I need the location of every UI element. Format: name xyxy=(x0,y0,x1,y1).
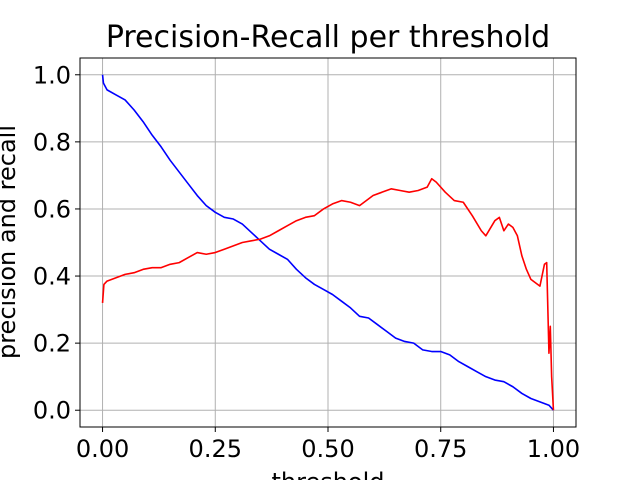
y-tick-label: 0.2 xyxy=(33,330,71,358)
y-tick-label: 0.4 xyxy=(33,263,71,291)
y-tick-label: 1.0 xyxy=(33,61,71,89)
blue-series-line xyxy=(101,74,555,411)
x-tick-label: 0.50 xyxy=(301,435,354,463)
grid-layer xyxy=(80,58,576,427)
red-series-line xyxy=(101,177,555,411)
y-axis-label: precision and recall xyxy=(0,125,21,359)
x-tick-label: 1.00 xyxy=(527,435,580,463)
x-tick-label: 0.75 xyxy=(414,435,467,463)
x-tick-label: 0.00 xyxy=(76,435,129,463)
tick-layer: 0.00 0.25 0.50 0.75 1.00 0.0 0.2 0.4 0.6 0.8 1.0 xyxy=(33,61,580,463)
y-tick-label: 0.8 xyxy=(33,128,71,156)
chart-title: Precision-Recall per threshold xyxy=(106,20,550,55)
y-tick-label: 0.0 xyxy=(33,397,71,425)
series-layer xyxy=(101,74,555,411)
y-tick-label: 0.6 xyxy=(33,195,71,223)
x-axis-label: threshold xyxy=(271,468,384,480)
x-tick-label: 0.25 xyxy=(189,435,242,463)
